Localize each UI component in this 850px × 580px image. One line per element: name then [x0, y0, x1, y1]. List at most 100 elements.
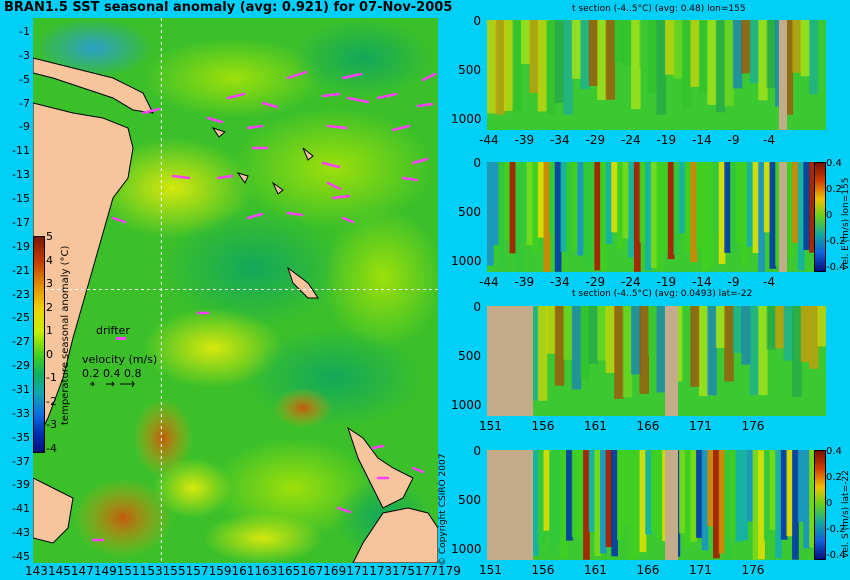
- section-streak: [684, 450, 692, 547]
- section-plot-t-lat[interactable]: [487, 306, 826, 416]
- section-colorbar-tick: 0.4: [826, 158, 842, 169]
- section-plot-t-lon[interactable]: [487, 20, 826, 130]
- section-streak: [690, 20, 700, 87]
- section-streak: [696, 450, 703, 538]
- section-streak: [611, 162, 618, 233]
- section-title: t section (-4..5°C) (avg: 0.0493) lat=-2…: [572, 289, 753, 299]
- map-lon-tick: 161: [231, 564, 255, 578]
- section-streak: [673, 306, 683, 382]
- sst-colorbar-tick: 0: [46, 347, 53, 361]
- sst-colorbar-tick: 3: [46, 277, 53, 290]
- section-streak: [498, 162, 505, 270]
- section-x-tick: -24: [621, 275, 641, 289]
- section-streak: [775, 162, 782, 267]
- section-land-mask: [665, 450, 678, 560]
- section-streak: [537, 162, 545, 238]
- section-streak: [724, 450, 731, 558]
- section-streak: [766, 306, 777, 350]
- map-lon-tick: 167: [300, 564, 324, 578]
- map-lon-tick: 143: [25, 564, 48, 578]
- section-x-tick: 176: [741, 563, 765, 577]
- section-streak: [628, 162, 635, 258]
- map-lon-tick: 173: [369, 564, 393, 578]
- section-plot-u-lon[interactable]: [487, 162, 826, 272]
- section-streak: [707, 450, 715, 527]
- section-x-tick: -4: [763, 133, 775, 147]
- map-lat-tick: -19: [12, 239, 30, 253]
- section-streak: [537, 306, 548, 401]
- section-colorbar-tick: 0.2: [826, 184, 842, 195]
- section-streak: [543, 162, 551, 272]
- map-lat-tick: -21: [12, 263, 30, 277]
- section-streak: [809, 306, 819, 369]
- section-streak: [713, 450, 720, 559]
- section-colorbar-tick: -0.4: [826, 262, 846, 273]
- section-streak: [741, 162, 748, 267]
- section-streak: [487, 20, 497, 114]
- section-streak: [701, 450, 709, 551]
- section-plot-v-lat[interactable]: [487, 450, 826, 560]
- map-lon-tick: 151: [116, 564, 140, 578]
- velocity-legend-values: 0.2 0.4 0.8: [82, 367, 142, 380]
- section-streak: [766, 20, 777, 89]
- section-streak: [696, 162, 703, 250]
- section-streak: [817, 306, 826, 347]
- section-x-tick: 161: [584, 563, 607, 577]
- section-streak: [487, 162, 494, 266]
- sst-colorbar-tick: -1: [46, 371, 57, 384]
- section-streak: [588, 20, 599, 86]
- section-streak: [758, 306, 768, 396]
- section-streak: [580, 20, 590, 90]
- tasmania-land: [33, 477, 74, 544]
- section-streak: [549, 162, 556, 234]
- section-y-tick: 0: [473, 444, 481, 458]
- section-y-tick: 0: [473, 156, 481, 170]
- section-streak: [780, 450, 788, 540]
- section-streak: [611, 450, 618, 557]
- section-streak: [809, 20, 819, 95]
- section-streak: [673, 162, 681, 255]
- section-streak: [577, 162, 585, 256]
- section-x-tick: -29: [585, 275, 606, 289]
- section-streak: [758, 450, 765, 560]
- section-streak: [707, 20, 717, 105]
- section-streak: [512, 20, 522, 113]
- section-streak: [515, 162, 522, 272]
- section-streak: [749, 20, 760, 84]
- section-streak: [549, 450, 556, 556]
- section-streak: [605, 162, 613, 244]
- section-streak: [560, 450, 568, 558]
- section-streak: [571, 306, 582, 390]
- section-streak: [631, 306, 641, 375]
- map-lat-tick: -7: [19, 96, 30, 110]
- section-streak: [571, 162, 579, 251]
- section-x-tick: -4: [763, 275, 775, 289]
- section-streak: [718, 450, 726, 554]
- section-streak: [763, 162, 771, 233]
- section-colorbar-tick: -0.2: [826, 236, 846, 247]
- section-streak: [622, 162, 630, 239]
- section-y-tick: 1000: [451, 398, 482, 412]
- map-lat-tick: -39: [12, 478, 30, 492]
- nz-south-land: [352, 507, 438, 563]
- section-y-tick: 500: [458, 205, 481, 219]
- section-streak: [730, 450, 737, 538]
- section-streak: [639, 306, 649, 394]
- section-land-mask: [779, 20, 787, 130]
- section-streak: [690, 306, 700, 387]
- sst-map[interactable]: [33, 18, 438, 563]
- section-streak: [614, 306, 624, 399]
- sst-colorbar-tick: -4: [46, 441, 57, 455]
- section-streak: [749, 306, 760, 395]
- section-land-mask: [487, 306, 533, 416]
- section-streak: [775, 450, 782, 559]
- section-streak: [532, 162, 539, 254]
- section-streak: [707, 162, 715, 268]
- nz-north-land: [347, 426, 414, 509]
- section-streak: [769, 450, 777, 530]
- section-colorbar-tick: 0: [826, 498, 833, 509]
- section-streak: [563, 20, 573, 115]
- section-x-tick: -14: [692, 133, 712, 147]
- section-x-tick: -24: [621, 133, 641, 147]
- section-streak: [622, 450, 630, 526]
